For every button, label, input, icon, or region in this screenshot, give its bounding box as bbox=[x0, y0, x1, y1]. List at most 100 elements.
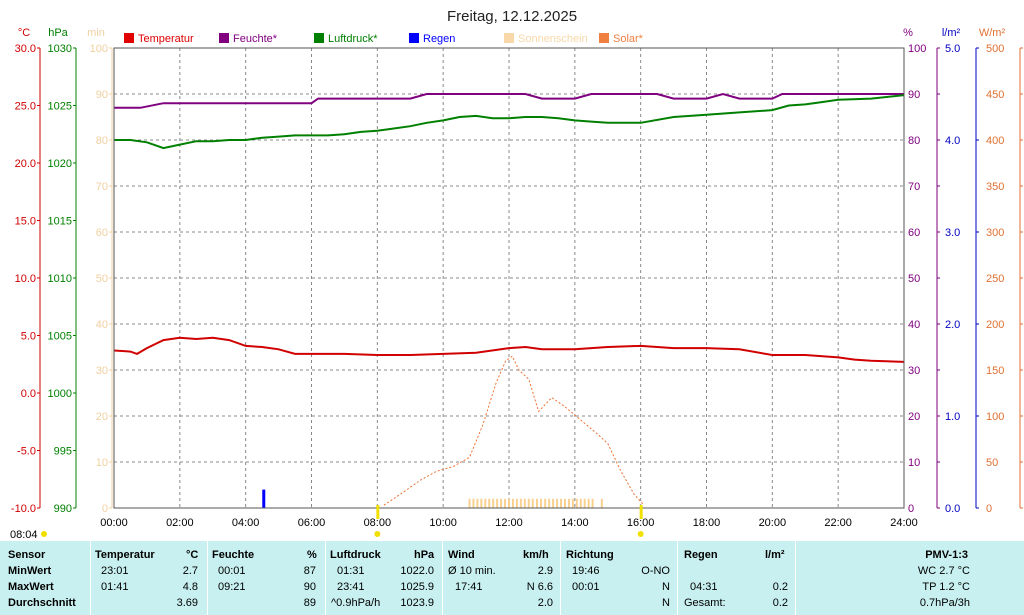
temp-tick-label: -5.0 bbox=[17, 446, 36, 458]
day-marker bbox=[376, 505, 380, 519]
humidity-tick-label: 60 bbox=[908, 227, 920, 239]
day-marker-dot bbox=[374, 531, 381, 537]
temperature-min-time: 23:01 bbox=[101, 565, 129, 577]
x-tick-label: 02:00 bbox=[166, 517, 194, 529]
row-label-avg: Durchschnitt bbox=[8, 597, 76, 609]
direction-min-time: 19:46 bbox=[572, 565, 600, 577]
sunshine-bar bbox=[552, 498, 555, 508]
legend-swatch-sonnenschein bbox=[504, 33, 514, 43]
x-tick-label: 00:00 bbox=[100, 517, 128, 529]
sunshine-bar bbox=[548, 498, 551, 508]
humidity-tick-label: 0 bbox=[908, 503, 914, 515]
series-lines bbox=[113, 92, 905, 506]
solar-tick-label: 450 bbox=[986, 89, 1004, 101]
direction-header: Richtung bbox=[566, 549, 614, 561]
x-tick-label: 14:00 bbox=[561, 517, 589, 529]
column-separator bbox=[442, 541, 443, 615]
rain-total: 0.2 bbox=[772, 597, 788, 609]
sunshine-bar bbox=[579, 498, 582, 508]
legend-label-sonnenschein: Sonnenschein bbox=[518, 33, 588, 45]
wind-max: N 6.6 bbox=[526, 581, 553, 593]
solar-tick-label: 200 bbox=[986, 319, 1004, 331]
sunshine-tick-label: 60 bbox=[96, 227, 108, 239]
x-tick-label: 18:00 bbox=[693, 517, 721, 529]
sunshine-bar bbox=[535, 498, 538, 508]
sunshine-tick-label: 40 bbox=[96, 319, 108, 331]
humidity-min-time: 00:01 bbox=[218, 565, 246, 577]
sunshine-bar bbox=[556, 498, 559, 508]
sunshine-tick-label: 90 bbox=[96, 89, 108, 101]
legend-label-feuchte: Feuchte* bbox=[233, 33, 278, 45]
sunshine-bar bbox=[567, 498, 570, 508]
solar-tick-label: 0 bbox=[986, 503, 992, 515]
x-axis-ticks: 00:00 02:00 04:00 06:00 08:00 10:00 12:00 14:00… bbox=[100, 505, 918, 537]
column-separator bbox=[795, 541, 796, 615]
humidity-tick-label: 100 bbox=[908, 43, 926, 55]
humidity-header: Feuchte bbox=[212, 549, 255, 561]
x-tick-label: 12:00 bbox=[495, 517, 523, 529]
column-separator bbox=[677, 541, 678, 615]
rain-tick-label: 5.0 bbox=[945, 43, 960, 55]
sunshine-bar bbox=[531, 498, 534, 508]
solar-tick-label: 400 bbox=[986, 135, 1004, 147]
rain-tick-label: 4.0 bbox=[945, 135, 960, 147]
solar-tick-label: 300 bbox=[986, 227, 1004, 239]
legend-swatch-luftdruck bbox=[314, 33, 324, 43]
rain-unit: l/m² bbox=[765, 549, 785, 561]
pressure-trend: ^0.9hPa/h bbox=[331, 597, 381, 609]
pressure-avg: 1023.9 bbox=[400, 597, 434, 609]
pressure-tick-label: 1000 bbox=[48, 388, 72, 400]
legend-label-temperatur: Temperatur bbox=[138, 33, 194, 45]
pressure-min: 1022.0 bbox=[400, 565, 434, 577]
sunshine-tick-label: 20 bbox=[96, 411, 108, 423]
legend-label-solar: Solar* bbox=[613, 33, 644, 45]
row-label-min: MinWert bbox=[8, 565, 52, 577]
sunshine-bar bbox=[488, 498, 491, 508]
unit-sunshine: min bbox=[87, 27, 105, 39]
direction-min: O-NO bbox=[641, 565, 670, 577]
sunshine-bar bbox=[575, 498, 578, 508]
humidity-unit: % bbox=[307, 549, 317, 561]
sunshine-bar bbox=[480, 498, 483, 508]
x-tick-label: 10:00 bbox=[429, 517, 457, 529]
humidity-tick-label: 50 bbox=[908, 273, 920, 285]
solar-tick-label: 150 bbox=[986, 365, 1004, 377]
sunshine-bar bbox=[519, 498, 522, 508]
pressure-min-time: 01:31 bbox=[337, 565, 365, 577]
column-separator bbox=[560, 541, 561, 615]
sunshine-bar bbox=[504, 498, 507, 508]
sunshine-bar bbox=[496, 498, 499, 508]
temperature-min: 2.7 bbox=[182, 565, 198, 577]
legend-swatch-regen bbox=[409, 33, 419, 43]
series-line-luftdruck bbox=[114, 94, 905, 150]
x-tick-label: 06:00 bbox=[298, 517, 326, 529]
humidity-avg: 89 bbox=[303, 597, 316, 609]
pressure-tick-label: 1005 bbox=[48, 331, 72, 343]
bars bbox=[262, 489, 603, 508]
temperature-unit: °C bbox=[186, 549, 199, 561]
rain-tick-label: 3.0 bbox=[945, 227, 960, 239]
humidity-max: 90 bbox=[303, 581, 316, 593]
wind-unit: km/h bbox=[523, 549, 549, 561]
sunrise-label: 08:04 bbox=[10, 529, 38, 541]
series-line-feuchte bbox=[114, 92, 904, 109]
temp-tick-label: 0.0 bbox=[21, 388, 36, 400]
x-tick-label: 22:00 bbox=[824, 517, 852, 529]
wind-header: Wind bbox=[448, 549, 475, 561]
sunshine-bar bbox=[591, 498, 594, 508]
sunshine-bar bbox=[515, 498, 518, 508]
pmv-header: PMV-1:3 bbox=[925, 549, 968, 561]
pressure-tick-label: 1010 bbox=[48, 273, 72, 285]
humidity-tick-label: 70 bbox=[908, 181, 920, 193]
temp-tick-label: 25.0 bbox=[15, 101, 36, 113]
solar-tick-label: 350 bbox=[986, 181, 1004, 193]
wind-avg: 2.0 bbox=[537, 597, 553, 609]
sunshine-bar bbox=[523, 498, 526, 508]
legend-swatch-solar bbox=[599, 33, 609, 43]
sunshine-tick-label: 80 bbox=[96, 135, 108, 147]
day-marker bbox=[639, 505, 643, 519]
x-tick-label: 16:00 bbox=[627, 517, 655, 529]
sunshine-bar bbox=[468, 498, 471, 508]
sunshine-tick-label: 10 bbox=[96, 457, 108, 469]
sunshine-bar bbox=[527, 498, 530, 508]
